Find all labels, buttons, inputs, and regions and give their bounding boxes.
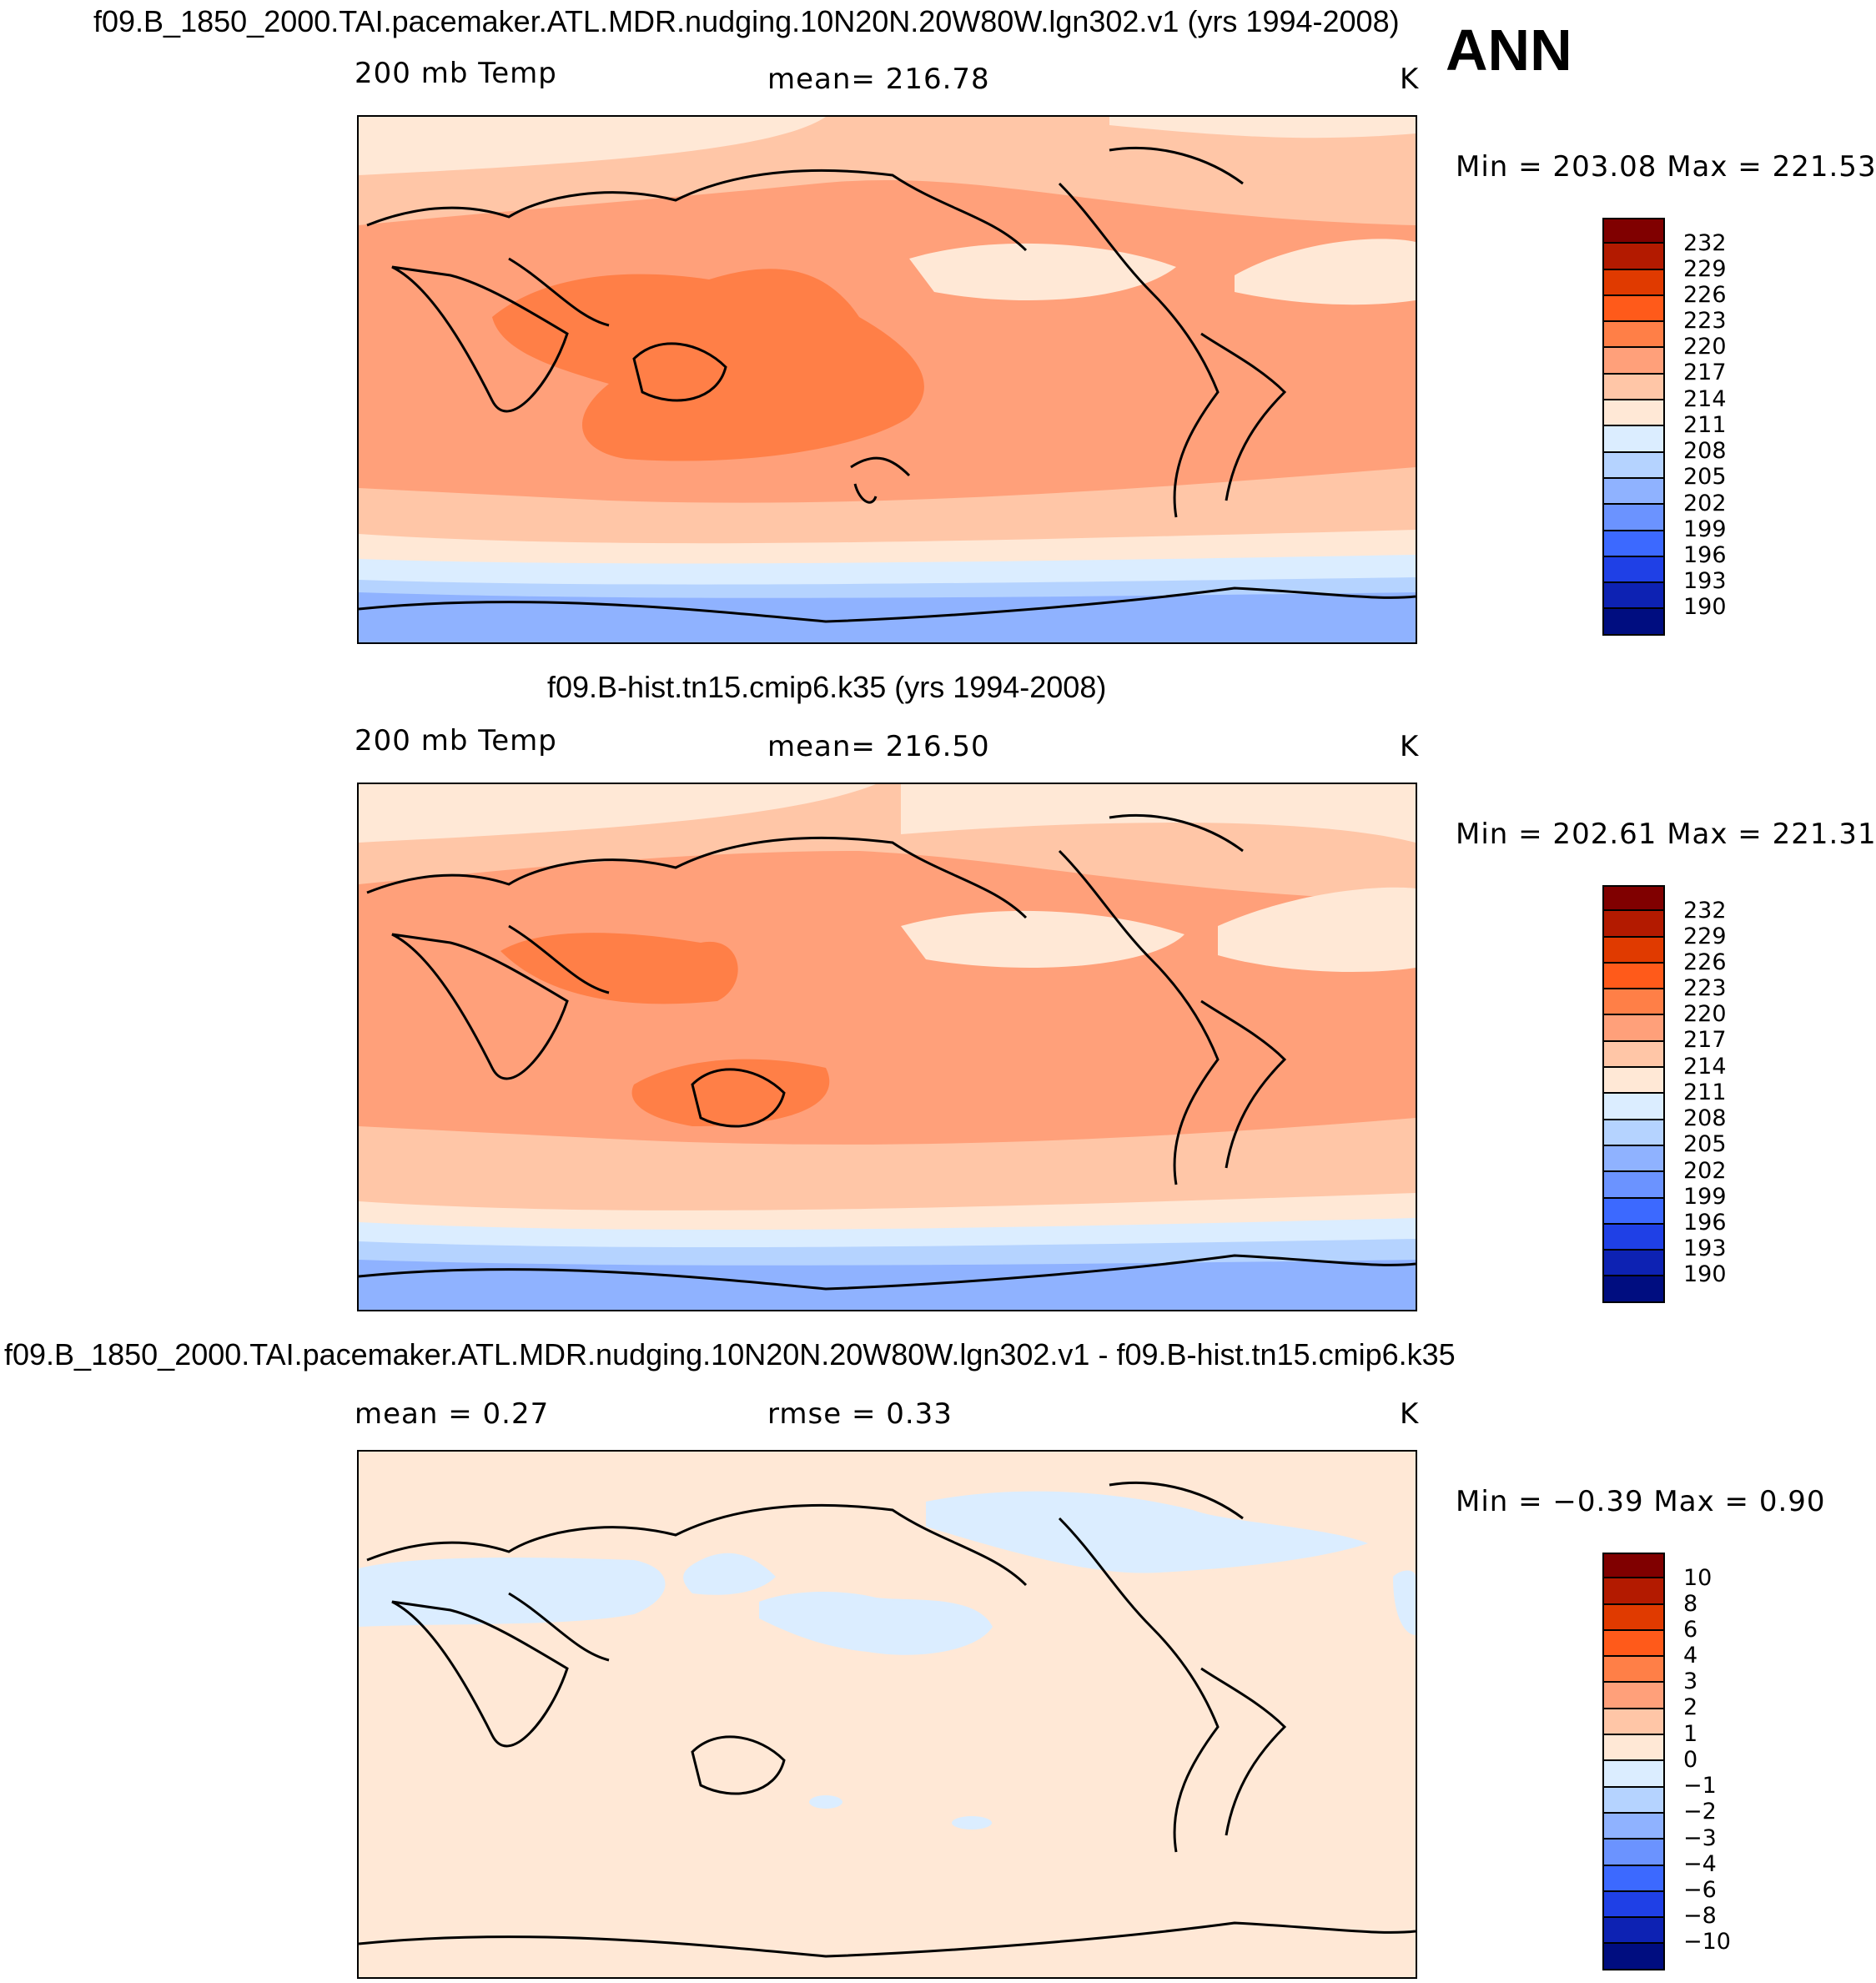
panel-2-cbar-label: 220 xyxy=(1683,1001,1727,1027)
panel-3-cbar-label: −6 xyxy=(1683,1877,1717,1903)
contour-202 xyxy=(359,592,1416,642)
panel-3-cbar-label: −4 xyxy=(1683,1851,1717,1877)
panel-3-cbar-label: −3 xyxy=(1683,1825,1717,1851)
panel-1-cbar-label: 211 xyxy=(1683,412,1727,438)
panel-3-cbar-label: −8 xyxy=(1683,1903,1717,1929)
panel-3-map xyxy=(357,1450,1417,1979)
panel-1-cbar-label: 208 xyxy=(1683,438,1727,464)
panel-3-cbar-label: 6 xyxy=(1683,1617,1698,1643)
panel-3-cbar-label: −2 xyxy=(1683,1799,1717,1824)
panel-2-cbar-label: 217 xyxy=(1683,1027,1727,1053)
contour-neg-1 xyxy=(359,1558,666,1627)
panel-2-title: f09.B-hist.tn15.cmip6.k35 (yrs 1994-2008… xyxy=(547,670,1107,704)
panel-2-cbar-label: 229 xyxy=(1683,924,1727,949)
panel-2-cbar-label: 211 xyxy=(1683,1080,1727,1105)
panel-1-cbar-label: 226 xyxy=(1683,282,1727,308)
panel-3-cbar-label: −1 xyxy=(1683,1773,1717,1799)
panel-2-left-label: 200 mb Temp xyxy=(355,724,557,757)
contour-223-core xyxy=(492,269,924,461)
season-label: ANN xyxy=(1446,18,1572,83)
panel-1-title: f09.B_1850_2000.TAI.pacemaker.ATL.MDR.nu… xyxy=(93,4,1400,38)
panel-3-title: f09.B_1850_2000.TAI.pacemaker.ATL.MDR.nu… xyxy=(4,1337,1456,1371)
panel-2-cbar-label: 208 xyxy=(1683,1105,1727,1131)
panel-3-map-svg xyxy=(359,1452,1416,1977)
panel-1-cbar-label: 217 xyxy=(1683,360,1727,385)
contour-223-aus xyxy=(631,1059,830,1126)
panel-1-cbar-label: 199 xyxy=(1683,516,1727,542)
panel-1-cbar-label: 220 xyxy=(1683,334,1727,360)
panel-2-cbar-label: 205 xyxy=(1683,1131,1727,1157)
panel-3-cbar-label: 8 xyxy=(1683,1591,1698,1617)
panel-1-cbar-label: 193 xyxy=(1683,568,1727,594)
panel-1-map xyxy=(357,115,1417,644)
panel-2-units: K xyxy=(1400,730,1420,763)
panel-3-cbar-label: 1 xyxy=(1683,1721,1698,1747)
panel-3-cbar-label: −10 xyxy=(1683,1929,1731,1955)
panel-2-mean-label: mean= 216.50 xyxy=(767,730,990,763)
panel-2-cbar-label: 190 xyxy=(1683,1261,1727,1287)
coastlines xyxy=(359,146,1416,623)
panel-1-cbar-label: 232 xyxy=(1683,230,1727,256)
panel-3-units: K xyxy=(1400,1397,1420,1431)
panel-1-cbar-label: 196 xyxy=(1683,542,1727,568)
panel-1-mean-label: mean= 216.78 xyxy=(767,63,990,96)
panel-3-rmse-label: rmse = 0.33 xyxy=(767,1397,953,1431)
panel-1-cbar-label: 205 xyxy=(1683,464,1727,490)
panel-3-cbar-label: 4 xyxy=(1683,1643,1698,1668)
panel-1-cbar-label: 190 xyxy=(1683,594,1727,620)
panel-2-map-svg xyxy=(359,784,1416,1310)
panel-3-colorbar xyxy=(1602,1553,1665,1970)
contour-211-north xyxy=(359,117,826,175)
panel-3-mean-label: mean = 0.27 xyxy=(355,1397,550,1431)
panel-1-units: K xyxy=(1400,63,1420,96)
panel-1-cbar-label: 223 xyxy=(1683,308,1727,334)
panel-2-colorbar xyxy=(1602,885,1665,1303)
panel-2-cbar-label: 223 xyxy=(1683,975,1727,1001)
panel-2-cbar-label: 214 xyxy=(1683,1054,1727,1080)
panel-1-cbar-label: 214 xyxy=(1683,386,1727,412)
panel-3-cbar-label: 10 xyxy=(1683,1565,1713,1591)
panel-1-left-label: 200 mb Temp xyxy=(355,57,557,90)
panel-2-map xyxy=(357,783,1417,1311)
panel-1-minmax: Min = 203.08 Max = 221.53 xyxy=(1456,150,1876,184)
panel-3-minmax: Min = −0.39 Max = 0.90 xyxy=(1456,1485,1826,1518)
panel-1-cbar-label: 202 xyxy=(1683,491,1727,516)
contour-220 xyxy=(359,851,1416,1145)
panel-3-cbar-label: 0 xyxy=(1683,1747,1698,1773)
panel-3-cbar-label: 2 xyxy=(1683,1694,1698,1720)
coastlines xyxy=(359,1481,1416,1958)
panel-1-colorbar xyxy=(1602,218,1665,636)
panel-2-cbar-label: 232 xyxy=(1683,898,1727,924)
coastlines xyxy=(359,813,1416,1291)
contour-223-asia xyxy=(500,933,738,1004)
panel-2-cbar-label: 226 xyxy=(1683,949,1727,975)
panel-3-cbar-label: 3 xyxy=(1683,1668,1698,1694)
panel-2-minmax: Min = 202.61 Max = 221.31 xyxy=(1456,818,1876,851)
panel-2-cbar-label: 199 xyxy=(1683,1184,1727,1210)
panel-1-map-svg xyxy=(359,117,1416,642)
panel-2-cbar-label: 196 xyxy=(1683,1210,1727,1236)
panel-2-cbar-label: 202 xyxy=(1683,1158,1727,1184)
panel-2-cbar-label: 193 xyxy=(1683,1236,1727,1261)
panel-1-cbar-label: 229 xyxy=(1683,256,1727,282)
